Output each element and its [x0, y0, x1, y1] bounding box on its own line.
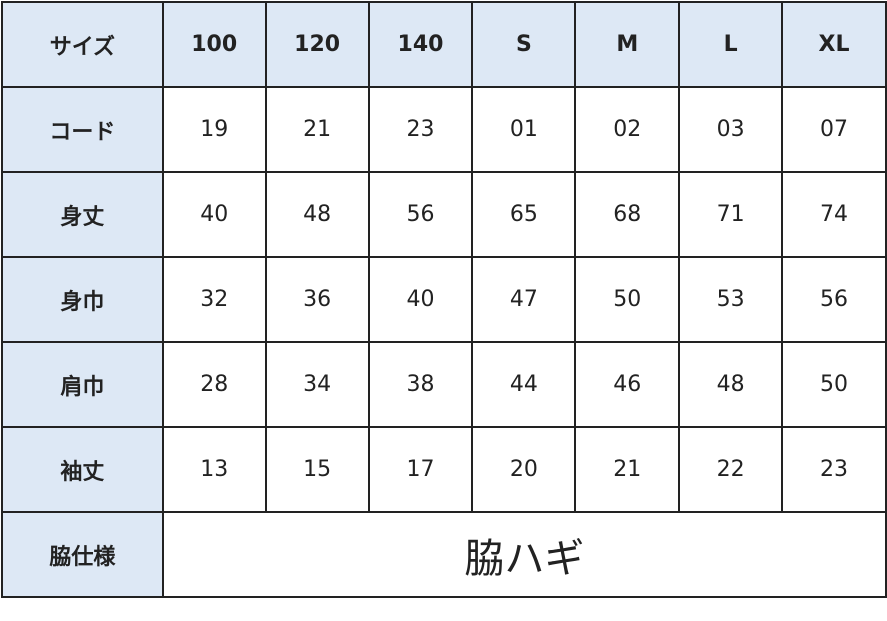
table-cell: 34: [264, 341, 370, 428]
table-cell: 50: [781, 341, 887, 428]
table-cell: 19: [161, 86, 267, 173]
table-cell: 21: [574, 426, 681, 513]
row-label: 身丈: [1, 171, 164, 258]
table-cell: 01: [471, 86, 577, 173]
table-row: 身巾 32 36 40 47 50 53 56: [1, 256, 887, 343]
table-cell: 15: [264, 426, 370, 513]
table-cell: 65: [471, 171, 577, 258]
table-cell: 46: [574, 341, 681, 428]
table-cell: 38: [367, 341, 474, 428]
size-header: XL: [781, 1, 887, 88]
table-cell: 36: [264, 256, 370, 343]
table-cell: 20: [471, 426, 577, 513]
table-cell: 17: [367, 426, 474, 513]
row-label: 袖丈: [1, 426, 164, 513]
table-cell: 22: [678, 426, 784, 513]
side-spec-value: 脇ハギ: [161, 511, 887, 598]
table-cell: 74: [781, 171, 887, 258]
table-cell: 44: [471, 341, 577, 428]
header-row: サイズ 100 120 140 S M L XL: [1, 1, 887, 88]
side-spec-row: 脇仕様 脇ハギ: [1, 511, 887, 598]
size-header: L: [678, 1, 784, 88]
table-cell: 68: [574, 171, 681, 258]
size-table: サイズ 100 120 140 S M L XL コード 19 21 23 01 02 03…: [1, 1, 887, 598]
table-cell: 48: [264, 171, 370, 258]
table-cell: 28: [161, 341, 267, 428]
table-cell: 50: [574, 256, 681, 343]
table-cell: 21: [264, 86, 370, 173]
table-row: 身丈 40 48 56 65 68 71 74: [1, 171, 887, 258]
size-header: 120: [264, 1, 370, 88]
side-spec-label: 脇仕様: [1, 511, 164, 598]
table-cell: 40: [161, 171, 267, 258]
table-cell: 23: [781, 426, 887, 513]
table-cell: 48: [678, 341, 784, 428]
row-label: 肩巾: [1, 341, 164, 428]
size-header: 140: [367, 1, 474, 88]
size-header: S: [471, 1, 577, 88]
table-cell: 07: [781, 86, 887, 173]
table-cell: 56: [367, 171, 474, 258]
table-row: 袖丈 13 15 17 20 21 22 23: [1, 426, 887, 513]
table-cell: 56: [781, 256, 887, 343]
table-cell: 47: [471, 256, 577, 343]
table-cell: 02: [574, 86, 681, 173]
table-cell: 13: [161, 426, 267, 513]
table-row: コード 19 21 23 01 02 03 07: [1, 86, 887, 173]
row-label: コード: [1, 86, 164, 173]
table-cell: 32: [161, 256, 267, 343]
row-label: 身巾: [1, 256, 164, 343]
table-cell: 53: [678, 256, 784, 343]
table-cell: 03: [678, 86, 784, 173]
header-label: サイズ: [1, 1, 164, 88]
table-cell: 71: [678, 171, 784, 258]
table-row: 肩巾 28 34 38 44 46 48 50: [1, 341, 887, 428]
size-header: 100: [161, 1, 267, 88]
size-header: M: [574, 1, 681, 88]
table-cell: 23: [367, 86, 474, 173]
table-cell: 40: [367, 256, 474, 343]
